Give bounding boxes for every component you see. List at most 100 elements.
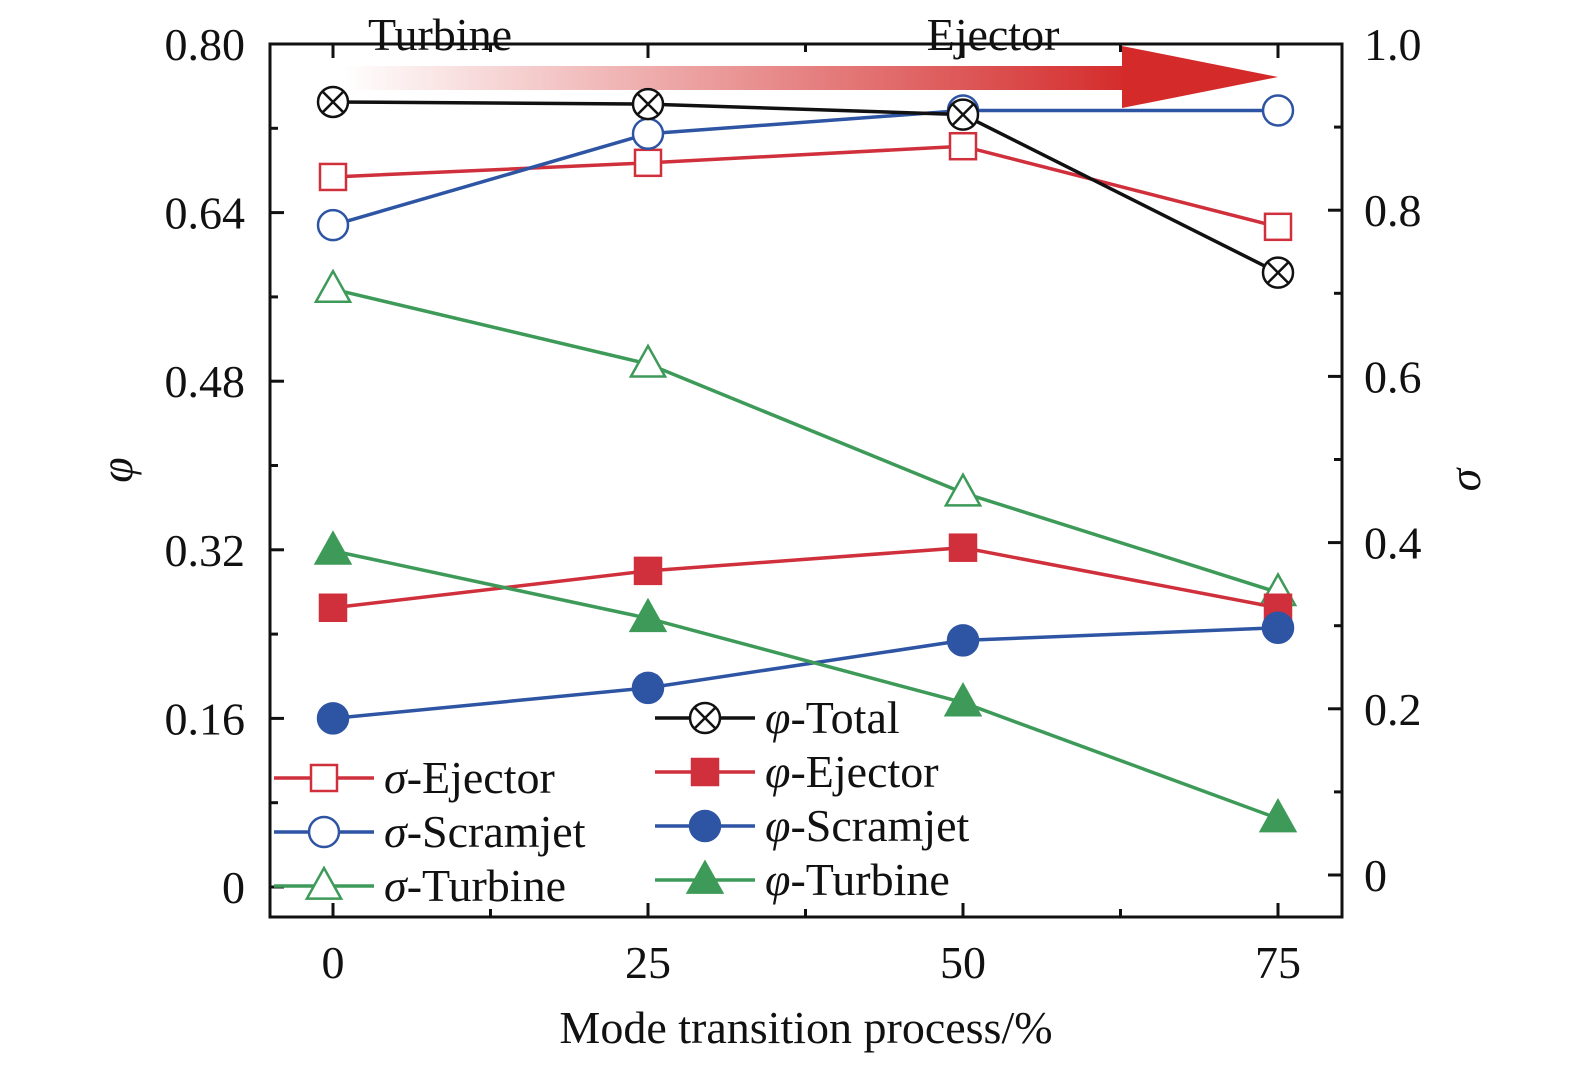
- x-tick-label: 50: [940, 937, 986, 988]
- data-point-phi-turbine: [1258, 797, 1298, 833]
- y-left-tick-label: 0: [222, 862, 245, 913]
- data-point-phi-total-cross-b: [321, 90, 345, 114]
- y-axis-left-title: φ: [91, 457, 142, 482]
- legend-symbol: φ: [765, 854, 790, 905]
- legend-name: -Ejector: [407, 752, 555, 803]
- data-point-phi-total: [631, 87, 665, 121]
- legend-marker-phi-ejector: [690, 757, 720, 787]
- y-left-tick-label: 0.16: [165, 693, 246, 744]
- legend-marker-sigma-turbine: [304, 865, 344, 900]
- x-tick-label: 25: [625, 937, 671, 988]
- data-point-phi-total-cross-b: [1266, 261, 1290, 285]
- data-point-sigma-scramjet: [631, 117, 665, 150]
- series-line-sigma-turbine: [332, 287, 1279, 595]
- legend-entry-phi-scramjet: φ-Scramjet: [655, 800, 969, 851]
- data-point-phi-scramjet: [946, 624, 980, 657]
- legend-marker-phi-total-cross-b: [693, 706, 717, 730]
- legend-symbol: σ: [384, 752, 409, 803]
- legend-marker-sigma-scramjet: [307, 815, 341, 849]
- legend-label-sigma-turbine: σ-Turbine: [384, 860, 566, 911]
- series-phi-scramjet: [316, 611, 1295, 735]
- y-right-tick-label: 0.2: [1364, 684, 1422, 735]
- annotation-ejector: Ejector: [927, 9, 1060, 60]
- legend-entry-phi-total: φ-Total: [655, 692, 900, 743]
- legend-marker-phi-total: [688, 701, 722, 735]
- data-point-sigma-turbine: [313, 268, 353, 303]
- legend-name: -Ejector: [790, 746, 938, 797]
- data-point-phi-total-cross-b: [636, 92, 660, 116]
- data-point-phi-turbine: [628, 597, 668, 633]
- legend-entry-phi-ejector: φ-Ejector: [655, 746, 939, 797]
- data-point-phi-turbine: [313, 530, 353, 565]
- transition-arrow-shaft: [342, 66, 1132, 90]
- series-line-phi-turbine: [332, 549, 1279, 821]
- series-layer: [313, 85, 1298, 833]
- data-point-phi-total: [946, 98, 980, 131]
- x-tick-label: 0: [322, 937, 345, 988]
- legend-symbol: σ: [384, 860, 409, 911]
- series-sigma-ejector: [318, 131, 1293, 242]
- legend-label-phi-ejector: φ-Ejector: [765, 746, 939, 797]
- legend-entry-sigma-turbine: σ-Turbine: [274, 860, 566, 911]
- y-left-tick-label: 0.80: [165, 19, 246, 70]
- data-point-phi-total: [316, 85, 350, 119]
- data-point-sigma-turbine: [943, 472, 983, 507]
- data-point-sigma-ejector: [1263, 212, 1293, 242]
- legend-entry-sigma-ejector: σ-Ejector: [274, 752, 555, 803]
- y-right-tick-label: 0.8: [1364, 185, 1422, 236]
- transition-arrow: [342, 46, 1278, 108]
- x-axis-title: Mode transition process/%: [559, 1002, 1052, 1053]
- data-point-phi-scramjet: [1261, 611, 1295, 645]
- series-sigma-scramjet: [316, 94, 1295, 242]
- data-point-phi-ejector: [633, 556, 663, 586]
- legend-label-phi-scramjet: φ-Scramjet: [765, 800, 969, 851]
- legend-marker-phi-turbine: [685, 859, 725, 894]
- legend-label-phi-turbine: φ-Turbine: [765, 854, 950, 905]
- y-right-tick-label: 0.4: [1364, 518, 1422, 569]
- series-sigma-turbine: [313, 268, 1298, 607]
- series-line-sigma-scramjet: [332, 108, 1278, 227]
- y-left-tick-label: 0.48: [165, 356, 246, 407]
- annotation-turbine: Turbine: [368, 9, 512, 60]
- series-phi-turbine: [313, 530, 1298, 833]
- data-point-phi-total: [1261, 256, 1295, 289]
- legend-marker-phi-scramjet: [688, 809, 722, 843]
- data-point-phi-ejector: [948, 533, 978, 562]
- legend-marker-sigma-ejector: [309, 763, 339, 793]
- y-right-tick-label: 0: [1364, 850, 1387, 901]
- data-point-sigma-ejector: [318, 162, 348, 192]
- y-left-tick-label: 0.32: [165, 525, 246, 576]
- data-point-phi-scramjet: [631, 671, 665, 705]
- data-point-sigma-turbine: [628, 343, 668, 378]
- series-line-sigma-ejector: [332, 144, 1279, 229]
- legend-label-sigma-scramjet: σ-Scramjet: [384, 806, 586, 857]
- legend-symbol: σ: [384, 806, 409, 857]
- data-point-phi-turbine: [943, 682, 983, 717]
- data-point-sigma-scramjet: [316, 208, 350, 242]
- data-point-phi-total-cross-b: [951, 103, 975, 127]
- data-point-phi-scramjet: [316, 702, 350, 735]
- legend-symbol: φ: [765, 800, 790, 851]
- legend-entry-phi-turbine: φ-Turbine: [655, 854, 950, 905]
- legend-name: -Scramjet: [790, 800, 969, 851]
- data-point-phi-ejector: [318, 593, 348, 623]
- y-right-tick-label: 0.6: [1364, 351, 1422, 402]
- data-point-sigma-ejector: [633, 148, 663, 178]
- legend-entry-sigma-scramjet: σ-Scramjet: [274, 806, 586, 857]
- legend-name: -Total: [790, 692, 899, 743]
- x-tick-label: 75: [1255, 937, 1301, 988]
- legend-symbol: φ: [765, 746, 790, 797]
- y-right-tick-label: 1.0: [1364, 19, 1422, 70]
- legend-label-sigma-ejector: σ-Ejector: [384, 752, 555, 803]
- data-point-sigma-ejector: [948, 131, 978, 161]
- transition-arrow-head: [1122, 46, 1278, 108]
- data-point-sigma-scramjet: [1261, 94, 1295, 127]
- legend-symbol: φ: [765, 692, 790, 743]
- y-axis-right-title: σ: [1439, 466, 1490, 491]
- legend-name: -Turbine: [790, 854, 949, 905]
- legend-name: -Scramjet: [407, 806, 586, 857]
- ticks-layer: 0 25 50 75 0 0.16 0.32 0.48 0.64 0.80 0 0.2 0.4 0.6 0.…: [165, 19, 1422, 988]
- series-line-phi-ejector: [332, 545, 1279, 610]
